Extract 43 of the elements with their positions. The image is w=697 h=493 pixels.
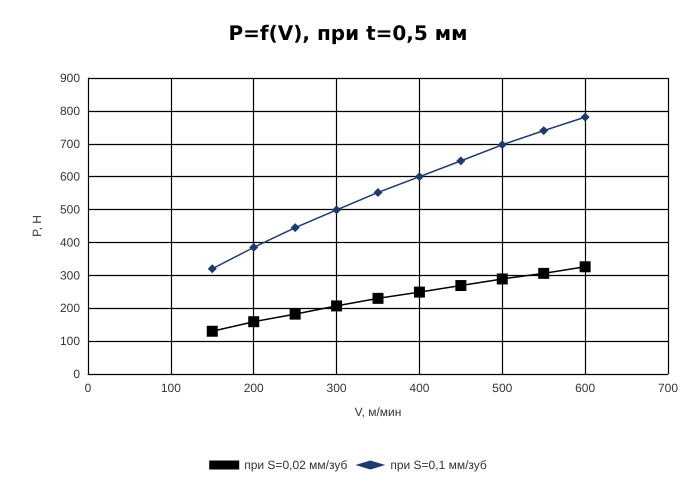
x-tick-label: 300 <box>326 381 347 395</box>
x-tick-label: 700 <box>658 381 678 395</box>
point <box>455 280 466 292</box>
y-tick-label: 800 <box>60 104 80 118</box>
point <box>372 292 384 304</box>
y-tick-label: 700 <box>60 136 80 151</box>
point <box>456 156 466 166</box>
point <box>414 172 424 182</box>
point <box>539 126 548 136</box>
x-tick-label: 600 <box>575 381 596 395</box>
point <box>580 112 590 122</box>
point <box>538 268 550 279</box>
point <box>331 300 342 312</box>
point <box>580 261 591 272</box>
x-tick-label: 200 <box>244 381 264 395</box>
y-tick-label: 400 <box>60 235 80 250</box>
point <box>290 308 301 320</box>
point <box>206 326 218 337</box>
legend-label: при S=0,02 мм/зуб <box>244 458 348 472</box>
x-axis-title: V, м/мин <box>354 405 402 419</box>
y-tick-label: 600 <box>60 170 80 184</box>
point <box>248 316 260 328</box>
y-tick-label: 300 <box>60 268 80 282</box>
x-tick-label: 500 <box>492 381 513 395</box>
point <box>249 242 258 252</box>
x-tick-label: 400 <box>409 381 430 395</box>
y-tick-label: 0 <box>73 367 80 381</box>
y-tick-label: 500 <box>60 202 80 217</box>
x-tick-label: 100 <box>160 381 182 395</box>
point <box>208 264 217 274</box>
x-tick-label: 0 <box>84 381 92 395</box>
point <box>374 188 382 197</box>
chart-title: P=f(V), при t=0,5 мм <box>228 21 468 45</box>
y-tick-label: 200 <box>60 301 80 316</box>
y-tick-label: 900 <box>60 71 80 85</box>
y-axis-title: P, H <box>30 215 44 237</box>
point <box>496 273 508 284</box>
point <box>414 286 425 298</box>
point <box>290 223 300 232</box>
legend-label: при S=0,1 мм/зуб <box>390 458 487 472</box>
point <box>498 140 507 150</box>
y-tick-label: 100 <box>60 334 80 348</box>
point <box>332 205 342 214</box>
